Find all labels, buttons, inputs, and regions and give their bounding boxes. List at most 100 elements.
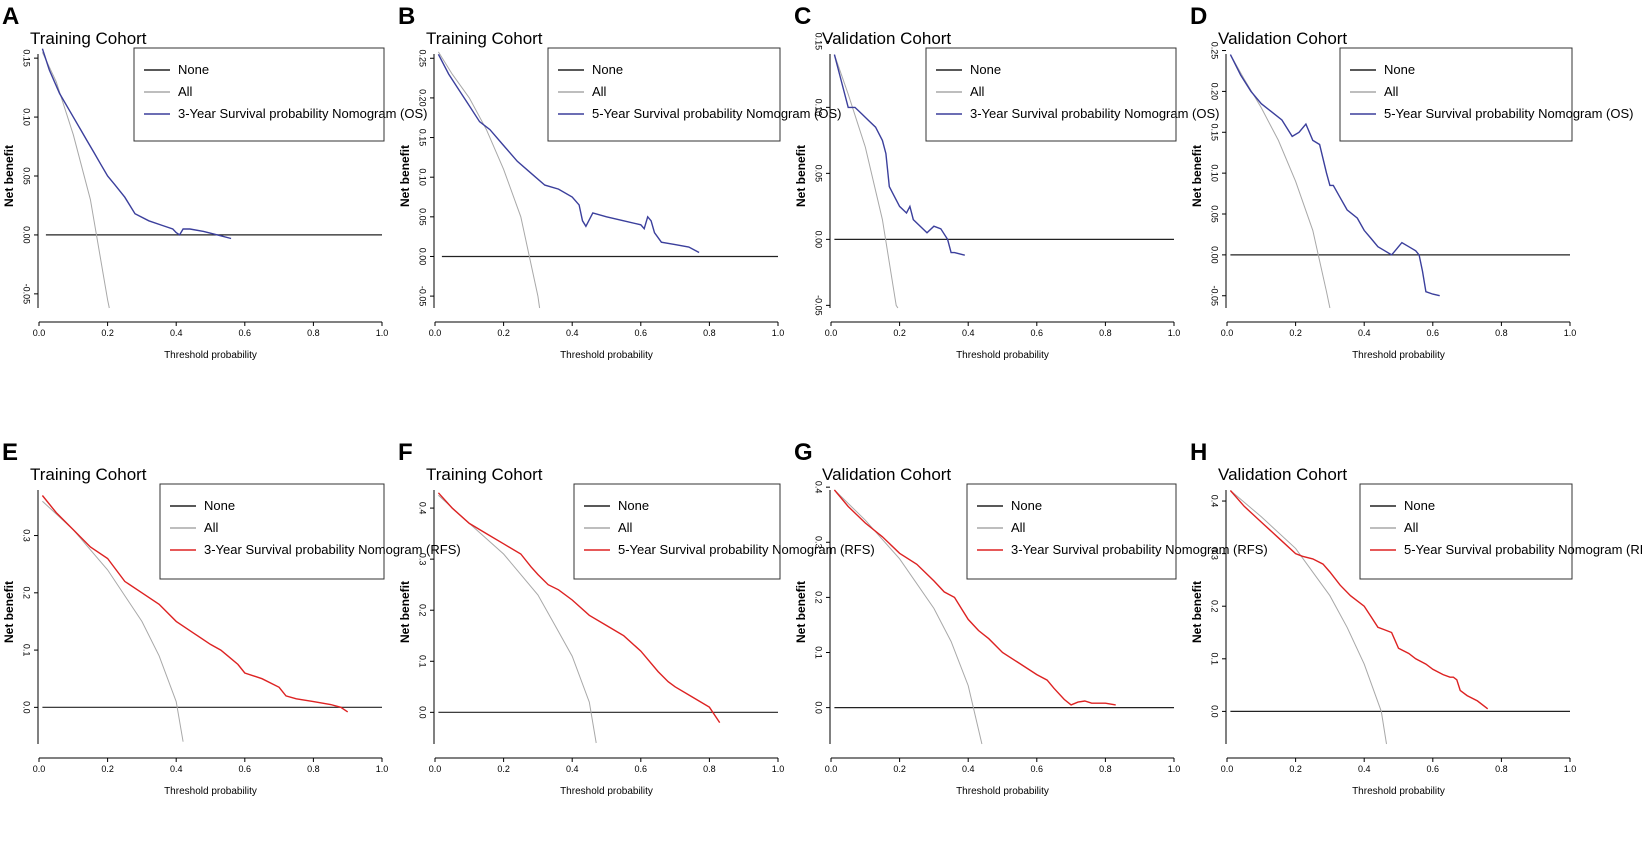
x-tick-label: 1.0: [1168, 328, 1181, 338]
panel-letter: H: [1190, 439, 1207, 466]
legend-box: [1339, 47, 1573, 142]
legend-label: 3-Year Survival probability Nomogram (RF…: [204, 542, 461, 557]
y-tick-label: 0.05: [1210, 205, 1220, 223]
x-tick-label: 1.0: [1564, 764, 1577, 774]
x-tick-label: 0.6: [635, 764, 648, 774]
y-tick-label: 0.3: [22, 529, 32, 542]
y-tick-label: 0.1: [1210, 653, 1220, 666]
x-tick-label: 1.0: [772, 764, 785, 774]
y-tick-label: 0.3: [418, 553, 428, 566]
y-tick-label: 0.00: [1210, 246, 1220, 264]
x-axis-label: Threshold probability: [164, 350, 257, 361]
panel-letter: A: [2, 3, 19, 30]
x-tick-label: 0.0: [429, 764, 442, 774]
series-nomogram-line: [437, 492, 721, 723]
x-tick-label: 0.8: [1495, 764, 1508, 774]
x-axis-label: Threshold probability: [164, 786, 257, 797]
legend-label: All: [618, 520, 633, 535]
x-tick-label: 0.6: [239, 328, 252, 338]
panel-e: E Training Cohort 0.0 0.2 0.4 0.6 0.8 1.0 0.0 0.1…: [2, 439, 461, 797]
panel-letter: G: [794, 439, 813, 466]
chart-title: Validation Cohort: [1218, 29, 1347, 48]
legend-label: 5-Year Survival probability Nomogram (RF…: [1404, 542, 1642, 557]
x-tick-label: 0.2: [101, 328, 114, 338]
legend-label: None: [204, 498, 235, 513]
y-tick-label: 0.2: [1210, 600, 1220, 613]
x-tick-label: 0.2: [1289, 764, 1302, 774]
y-tick-label: 0.1: [22, 644, 32, 657]
series-all-line: [1229, 54, 1331, 309]
x-tick-label: 0.4: [962, 328, 975, 338]
series-nomogram-line: [41, 48, 232, 240]
x-tick-label: 1.0: [772, 328, 785, 338]
legend-label: All: [1384, 84, 1399, 99]
legend-label: 3-Year Survival probability Nomogram (OS…: [178, 106, 428, 121]
y-tick-label: 0.2: [814, 591, 824, 604]
y-tick-label: 0.15: [814, 33, 824, 51]
x-tick-label: 0.2: [101, 764, 114, 774]
x-tick-label: 0.6: [1427, 764, 1440, 774]
x-tick-label: 0.2: [497, 328, 510, 338]
y-tick-label: 0.25: [1210, 42, 1220, 60]
y-tick-label: 0.05: [418, 208, 428, 226]
x-tick-label: 0.8: [1099, 328, 1112, 338]
chart-title: Validation Cohort: [1218, 465, 1347, 484]
y-tick-label: 0.15: [418, 129, 428, 147]
x-tick-label: 0.8: [1099, 764, 1112, 774]
x-tick-label: 0.4: [1358, 764, 1371, 774]
series-nomogram-line: [833, 54, 965, 256]
panel-c: C Validation Cohort 0.0 0.2 0.4 0.6 0.8 1.0 -0.0…: [794, 3, 1220, 361]
x-axis-label: Threshold probability: [1352, 350, 1445, 361]
legend-label: All: [204, 520, 219, 535]
panel-letter: C: [794, 3, 811, 30]
y-tick-label: 0.05: [22, 167, 32, 185]
legend-label: 5-Year Survival probability Nomogram (OS…: [1384, 106, 1634, 121]
y-tick-label: 0.00: [814, 231, 824, 249]
x-tick-label: 0.0: [1221, 764, 1234, 774]
y-tick-label: 0.3: [1210, 547, 1220, 560]
series-nomogram-line: [1229, 490, 1489, 710]
y-axis-label: Net benefit: [398, 581, 412, 643]
x-tick-label: 0.8: [703, 764, 716, 774]
y-tick-label: 0.3: [814, 536, 824, 549]
y-tick-label: 0.0: [1210, 705, 1220, 718]
y-tick-label: -0.05: [1210, 285, 1220, 306]
x-tick-label: 1.0: [1168, 764, 1181, 774]
legend-box: [1359, 483, 1573, 580]
panel-a: A Training Cohort 0.0 0.2 0.4 0.6 0.8 1.0 -0.05 0…: [2, 3, 428, 361]
x-tick-label: 0.8: [307, 328, 320, 338]
x-axis-label: Threshold probability: [560, 350, 653, 361]
x-tick-label: 0.6: [239, 764, 252, 774]
legend-label: None: [1011, 498, 1042, 513]
x-axis-label: Threshold probability: [560, 786, 653, 797]
series-all-line: [438, 494, 597, 744]
x-tick-label: 0.4: [170, 328, 183, 338]
y-tick-label: 0.15: [22, 49, 32, 67]
legend-box: [159, 483, 385, 580]
y-tick-label: -0.05: [418, 286, 428, 307]
y-tick-label: 0.20: [418, 89, 428, 107]
x-tick-label: 0.0: [429, 328, 442, 338]
y-tick-label: 0.15: [1210, 124, 1220, 142]
x-tick-label: 0.2: [893, 328, 906, 338]
legend-label: 5-Year Survival probability Nomogram (OS…: [592, 106, 842, 121]
y-tick-label: 0.4: [814, 481, 824, 494]
y-tick-label: 0.2: [22, 587, 32, 600]
legend-label: None: [592, 62, 623, 77]
x-tick-label: 0.4: [566, 764, 579, 774]
y-axis-label: Net benefit: [794, 145, 808, 207]
y-tick-label: 0.20: [1210, 83, 1220, 101]
x-tick-label: 0.2: [497, 764, 510, 774]
legend-box: [925, 47, 1177, 142]
y-axis-label: Net benefit: [398, 145, 412, 207]
x-tick-label: 0.2: [1289, 328, 1302, 338]
y-tick-label: 0.0: [418, 706, 428, 719]
chart-title: Validation Cohort: [822, 465, 951, 484]
x-tick-label: 0.4: [962, 764, 975, 774]
y-axis-label: Net benefit: [794, 581, 808, 643]
series-nomogram-line: [41, 495, 349, 713]
x-tick-label: 0.0: [825, 764, 838, 774]
x-tick-label: 1.0: [1564, 328, 1577, 338]
series-all-line: [1230, 490, 1387, 745]
